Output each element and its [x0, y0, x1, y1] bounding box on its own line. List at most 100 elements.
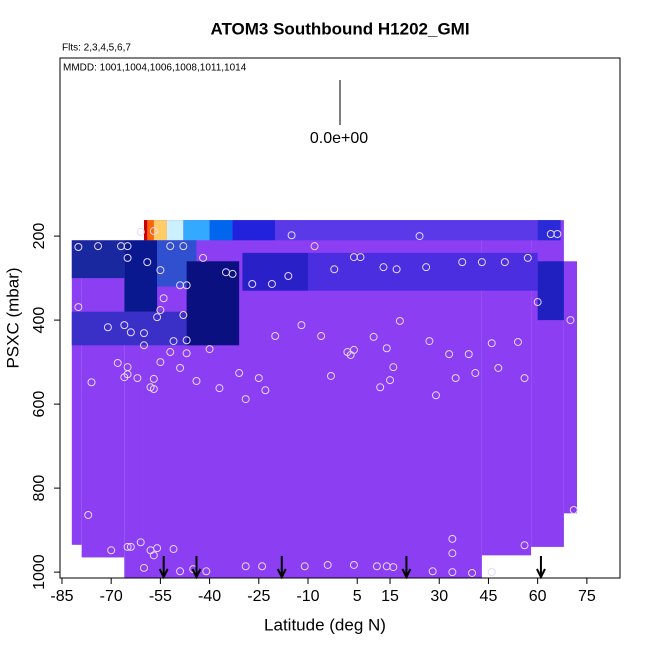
- sample-point: [415, 232, 424, 241]
- sample-point: [149, 227, 158, 236]
- sample-point: [533, 298, 542, 307]
- curtain-cell: [183, 220, 210, 241]
- sample-point: [379, 263, 388, 272]
- arrow: [158, 556, 169, 580]
- sample-point: [284, 271, 293, 280]
- sample-point: [113, 358, 122, 367]
- sample-point: [176, 363, 185, 372]
- sample-point: [523, 253, 532, 262]
- y-axis-title: PSXC (mbar): [3, 267, 22, 368]
- sample-point: [133, 374, 142, 383]
- sample-point: [422, 263, 431, 272]
- sample-point: [395, 316, 404, 325]
- sample-point: [520, 374, 529, 383]
- sample-point: [317, 332, 326, 341]
- sample-point: [169, 545, 178, 554]
- sample-point: [349, 560, 358, 569]
- arrow: [191, 556, 202, 580]
- x-tick-label: -10: [296, 588, 319, 605]
- sample-point: [84, 510, 93, 519]
- curtain-column: [71, 240, 82, 545]
- curtain-cell: [537, 220, 561, 241]
- sample-point: [448, 549, 457, 558]
- sample-point: [205, 345, 214, 354]
- sample-point: [310, 242, 319, 251]
- sample-point: [241, 395, 250, 404]
- curtain-cell: [166, 220, 184, 241]
- sample-point: [300, 562, 309, 571]
- sample-point: [202, 567, 211, 576]
- arrow-head: [191, 568, 202, 580]
- sample-point: [468, 568, 477, 577]
- sample-point: [471, 369, 480, 378]
- plot-area: [71, 220, 578, 580]
- arrow: [401, 556, 412, 580]
- curtain-cell: [232, 220, 276, 241]
- sample-point: [139, 329, 148, 338]
- y-tick-label: 1000: [31, 554, 48, 590]
- sample-point: [153, 544, 162, 553]
- sample-point: [248, 279, 257, 288]
- sample-point: [566, 316, 575, 325]
- sample-point: [271, 332, 280, 341]
- x-tick-label: -70: [100, 588, 123, 605]
- sample-point: [215, 384, 224, 393]
- sample-point: [126, 542, 135, 551]
- x-tick-label: 45: [480, 588, 498, 605]
- sample-point: [382, 344, 391, 353]
- sample-point: [448, 534, 457, 543]
- sample-point: [569, 505, 578, 514]
- arrow: [276, 556, 287, 580]
- sample-point: [267, 279, 276, 288]
- sample-point: [182, 349, 191, 358]
- sample-point: [386, 376, 395, 385]
- sample-point: [228, 269, 237, 278]
- sample-point: [458, 258, 467, 267]
- sample-point: [176, 567, 185, 576]
- curtain-cell: [209, 220, 233, 241]
- sample-point: [487, 339, 496, 348]
- x-tick-label: 5: [353, 588, 362, 605]
- sample-point: [169, 337, 178, 346]
- sample-point: [431, 391, 440, 400]
- sample-point: [376, 383, 385, 392]
- sample-point: [500, 258, 509, 267]
- x-tick-label: 60: [529, 588, 547, 605]
- curtain-cell: [308, 252, 538, 291]
- arrow-head: [401, 568, 412, 580]
- sample-point: [254, 374, 263, 383]
- sample-point: [153, 313, 162, 322]
- sample-point: [235, 369, 244, 378]
- y-tick-label: 800: [31, 475, 48, 502]
- curtain-cell: [537, 261, 564, 321]
- sample-point: [326, 371, 335, 380]
- sample-point: [126, 328, 135, 337]
- sample-point: [487, 568, 496, 577]
- sample-point: [139, 563, 148, 572]
- sample-point: [103, 323, 112, 332]
- x-tick-label: 30: [430, 588, 448, 605]
- sample-point: [74, 243, 83, 252]
- sample-point: [192, 377, 201, 386]
- sample-point: [123, 542, 132, 551]
- sample-point: [330, 265, 339, 274]
- y-tick-label: 600: [31, 391, 48, 418]
- sample-point: [143, 258, 152, 267]
- plot-frame: [59, 57, 621, 579]
- sample-point: [182, 336, 191, 345]
- sample-point: [87, 378, 96, 387]
- sample-point: [451, 374, 460, 383]
- sample-point: [149, 551, 158, 560]
- sample-point: [372, 562, 381, 571]
- chart-title: ATOM3 Southbound H1202_GMI: [210, 19, 469, 38]
- sample-point: [136, 227, 145, 236]
- sample-point: [123, 253, 132, 262]
- sample-point: [107, 546, 116, 555]
- y-tick-label: 400: [31, 307, 48, 334]
- sample-point: [369, 332, 378, 341]
- sample-point: [139, 341, 148, 350]
- curtain-cell: [153, 220, 167, 241]
- curtain-cell: [71, 240, 125, 279]
- arrow-head: [158, 568, 169, 580]
